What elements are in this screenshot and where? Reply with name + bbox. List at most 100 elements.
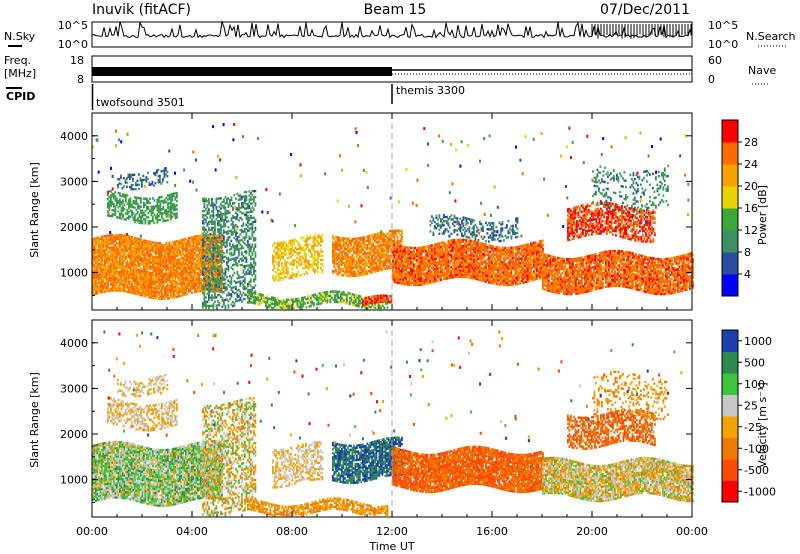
power-cell: [232, 209, 234, 211]
power-cell: [367, 272, 369, 274]
power-cell: [302, 237, 304, 239]
power-cell: [228, 232, 230, 234]
power-cell: [204, 274, 206, 276]
power-cell: [255, 219, 257, 221]
power-cell: [205, 229, 207, 231]
nsky-trace: [92, 22, 692, 39]
power-cell: [122, 214, 124, 216]
power-cell: [275, 275, 277, 277]
power-cell: [228, 304, 230, 306]
power-cell: [246, 261, 248, 263]
nsky-tick-bottom: 10^0: [58, 38, 88, 51]
power-cell: [207, 206, 209, 208]
power-cell: [140, 205, 142, 207]
power-cell: [322, 238, 324, 240]
power-cell: [225, 282, 227, 284]
power-cell: [314, 234, 316, 236]
power-cell: [208, 276, 210, 278]
power-cell: [353, 256, 355, 258]
power-cell: [216, 237, 218, 239]
power-cell: [349, 252, 351, 254]
power-cell: [237, 257, 239, 259]
power-cell: [219, 302, 221, 304]
power-cell: [255, 251, 257, 253]
power-cell: [119, 198, 121, 200]
power-cell: [274, 248, 276, 250]
power-cell: [223, 252, 225, 254]
power-cell: [134, 174, 136, 176]
power-cell: [204, 292, 206, 294]
power-cell: [241, 218, 243, 220]
power-cell: [122, 199, 124, 201]
power-cell: [238, 236, 240, 238]
power-cell: [306, 306, 308, 308]
power-cell: [123, 185, 125, 187]
power-cell: [283, 278, 285, 280]
power-cell: [141, 185, 143, 187]
power-cell: [205, 280, 207, 282]
power-cell: [299, 252, 301, 254]
power-cell: [301, 262, 303, 264]
power-cell: [176, 192, 178, 194]
power-cell: [255, 245, 257, 247]
power-cell: [134, 217, 136, 219]
power-cell: [281, 262, 283, 264]
power-cell: [228, 267, 230, 269]
power-cell: [140, 239, 142, 241]
power-cell: [137, 203, 139, 205]
power-cell: [167, 171, 169, 173]
station-title: Inuvik (fitACF): [92, 2, 191, 18]
power-cell: [140, 267, 142, 269]
power-cell: [308, 260, 310, 262]
power-cell: [133, 212, 135, 214]
power-cell: [238, 254, 240, 256]
power-cell: [159, 175, 161, 177]
power-cell: [220, 261, 222, 263]
power-cell: [137, 211, 139, 213]
power-cell: [109, 209, 111, 211]
power-cell: [217, 255, 219, 257]
power-cell: [252, 252, 254, 254]
power-cell: [249, 205, 251, 207]
power-cell: [158, 169, 160, 171]
power-cell: [207, 255, 209, 257]
nsky-panel: N.Sky 10^5 10^0 10^5 10^0 N.Search: [4, 19, 796, 51]
power-cell: [167, 175, 169, 177]
power-cell: [116, 198, 118, 200]
power-cell: [207, 216, 209, 218]
power-cell: [210, 247, 212, 249]
power-cell: [231, 279, 233, 281]
power-cell: [228, 220, 230, 222]
power-cell: [161, 182, 163, 184]
power-cell: [145, 222, 147, 224]
power-cell: [231, 277, 233, 279]
power-cell: [214, 220, 216, 222]
power-cell: [249, 219, 251, 221]
power-cell: [149, 198, 151, 200]
power-cell: [364, 236, 366, 238]
power-cell: [301, 259, 303, 261]
power-cell: [232, 206, 234, 208]
power-cell: [225, 278, 227, 280]
power-cell: [250, 237, 252, 239]
power-cell: [274, 257, 276, 259]
power-cell: [283, 268, 285, 270]
power-cell: [138, 188, 140, 190]
power-cell: [226, 249, 228, 251]
power-cell: [384, 307, 386, 309]
power-cell: [124, 208, 126, 210]
power-cell: [213, 253, 215, 255]
power-cell: [247, 291, 249, 293]
power-cell: [208, 237, 210, 239]
power-cell: [202, 261, 204, 263]
power-cell: [220, 287, 222, 289]
power-cell: [214, 223, 216, 225]
power-cell: [237, 271, 239, 273]
power-cell: [147, 172, 149, 174]
power-cell: [317, 244, 319, 246]
power-cell: [115, 191, 117, 193]
power-cell: [298, 271, 300, 273]
freq-tick-top: 18: [70, 54, 84, 67]
power-cell: [280, 258, 282, 260]
power-cell: [346, 296, 348, 298]
